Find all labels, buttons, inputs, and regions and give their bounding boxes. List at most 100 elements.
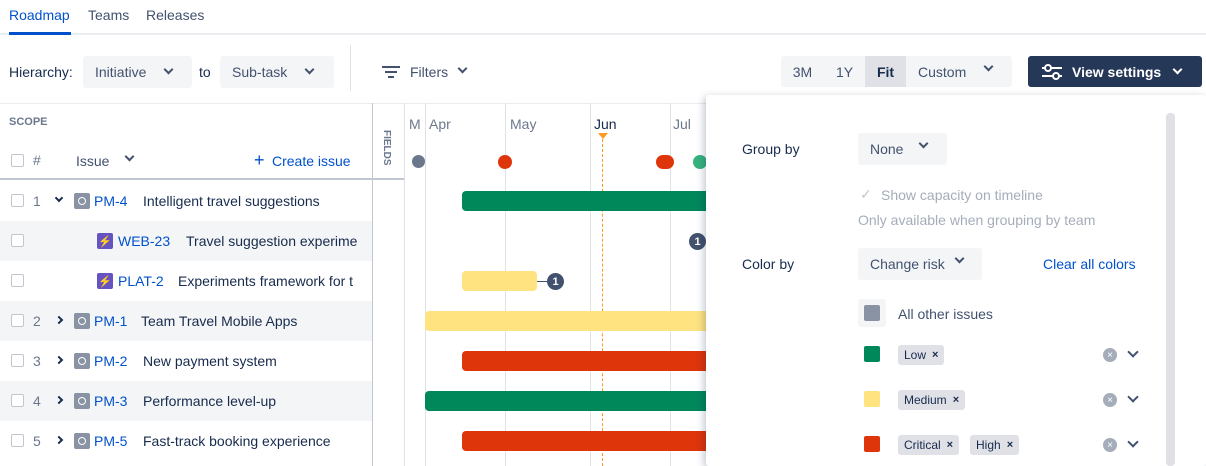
release-upcoming-icon[interactable]	[693, 155, 707, 169]
table-row[interactable]: ⚡ WEB-23 Travel suggestion experime	[0, 221, 372, 261]
clear-rule-icon[interactable]: ×	[1103, 438, 1117, 452]
grid-line	[590, 103, 591, 466]
timeline-bar[interactable]	[425, 311, 725, 331]
range-fit-button[interactable]: Fit	[865, 56, 906, 87]
capacity-note: Only available when grouping by team	[858, 212, 1096, 228]
row-checkbox[interactable]	[11, 274, 24, 287]
row-checkbox[interactable]	[11, 234, 24, 247]
color-by-label: Color by	[742, 256, 795, 272]
issue-key[interactable]: PM-2	[94, 353, 128, 369]
group-by-label: Group by	[742, 141, 800, 157]
expand-chevron-icon[interactable]	[54, 355, 64, 365]
issue-key[interactable]: PM-3	[94, 393, 128, 409]
issue-key[interactable]: PM-4	[94, 193, 128, 209]
tab-teams[interactable]: Teams	[88, 7, 130, 23]
row-checkbox[interactable]	[11, 394, 24, 407]
tag-chip: High ×	[970, 435, 1020, 455]
month-label-today: Jun	[594, 116, 617, 132]
row-checkbox[interactable]	[11, 434, 24, 447]
row-number: 5	[33, 433, 41, 449]
release-overdue-icon[interactable]	[498, 155, 512, 169]
expand-chevron-icon[interactable]	[54, 315, 64, 325]
scope-header-bottom	[0, 178, 404, 180]
range-1y-button[interactable]: 1Y	[824, 56, 865, 87]
timeline-bar[interactable]	[462, 191, 722, 211]
issue-title: Performance level-up	[143, 393, 277, 409]
month-label: Apr	[429, 116, 451, 132]
hierarchy-label: Hierarchy:	[9, 64, 73, 80]
timeline-bar[interactable]	[462, 351, 722, 371]
color-swatch-low[interactable]	[864, 346, 880, 362]
table-row[interactable]: 1 PM-4 Intelligent travel suggestions	[0, 181, 372, 221]
chevron-down-icon	[163, 64, 174, 75]
tab-releases[interactable]: Releases	[146, 7, 205, 23]
select-all-checkbox[interactable]	[11, 154, 24, 167]
other-issues-swatch	[864, 305, 880, 321]
chevron-down-icon	[304, 64, 315, 75]
issue-title: Fast-track booking experience	[143, 433, 331, 449]
expand-chevron-icon[interactable]	[54, 193, 64, 203]
table-row[interactable]: 5 PM-5 Fast-track booking experience	[0, 421, 372, 461]
panel-scrollbar[interactable]	[1166, 113, 1175, 466]
timeline-bar[interactable]	[462, 271, 537, 291]
color-swatch-medium[interactable]	[864, 391, 880, 407]
dependency-badge[interactable]: 1	[689, 233, 706, 250]
timeline-bar[interactable]	[425, 391, 725, 411]
fields-label[interactable]: FIELDS	[381, 130, 392, 166]
range-3m-button[interactable]: 3M	[781, 56, 824, 87]
scope-title: SCOPE	[9, 116, 48, 128]
other-issues-color-button[interactable]	[858, 299, 886, 327]
hash-column-header: #	[33, 152, 41, 168]
issue-column-header[interactable]: Issue	[76, 151, 136, 171]
sliders-icon	[1042, 63, 1062, 80]
create-issue-button[interactable]: + Create issue	[254, 150, 354, 171]
remove-tag-icon[interactable]: ×	[932, 349, 939, 361]
create-issue-label: Create issue	[272, 153, 351, 169]
grid-line	[425, 103, 426, 466]
checkmark-icon[interactable]: ✓	[860, 186, 872, 202]
expand-chevron-icon[interactable]	[54, 435, 64, 445]
release-overdue-icon[interactable]	[656, 155, 674, 169]
chevron-down-icon	[1172, 64, 1183, 75]
table-row[interactable]: 2 PM-1 Team Travel Mobile Apps	[0, 301, 372, 341]
remove-tag-icon[interactable]: ×	[946, 439, 954, 451]
timeline-bar[interactable]	[462, 431, 722, 451]
table-row[interactable]: ⚡ PLAT-2 Experiments framework for t	[0, 261, 372, 301]
view-settings-button[interactable]: View settings	[1028, 56, 1202, 87]
hierarchy-from-select[interactable]: Initiative	[83, 56, 192, 88]
group-by-value: None	[870, 141, 904, 157]
chevron-down-icon	[457, 63, 468, 74]
tab-roadmap[interactable]: Roadmap	[9, 7, 70, 23]
hierarchy-to-select[interactable]: Sub-task	[220, 56, 334, 88]
dependency-badge[interactable]: 1	[547, 273, 564, 290]
issue-key[interactable]: PM-5	[94, 433, 128, 449]
table-row[interactable]: 3 PM-2 New payment system	[0, 341, 372, 381]
clear-all-colors-link[interactable]: Clear all colors	[1043, 256, 1136, 272]
tag-label: Low	[904, 348, 927, 362]
toolbar-divider	[350, 45, 351, 91]
row-checkbox[interactable]	[11, 314, 24, 327]
issue-key[interactable]: PLAT-2	[118, 273, 164, 289]
color-swatch-critical[interactable]	[864, 436, 880, 452]
expand-chevron-icon[interactable]	[54, 395, 64, 405]
row-checkbox[interactable]	[11, 194, 24, 207]
color-by-select[interactable]: Change risk	[858, 248, 982, 280]
group-by-select[interactable]: None	[858, 133, 947, 165]
clear-rule-icon[interactable]: ×	[1103, 393, 1117, 407]
remove-tag-icon[interactable]: ×	[952, 394, 960, 406]
release-done-icon[interactable]	[412, 155, 425, 168]
filters-button[interactable]: Filters	[372, 56, 472, 88]
remove-tag-icon[interactable]: ×	[1006, 439, 1014, 451]
filter-icon	[382, 66, 400, 78]
month-label: Jul	[673, 116, 691, 132]
table-row[interactable]: 4 PM-3 Performance level-up	[0, 381, 372, 421]
issue-key[interactable]: PM-1	[94, 313, 128, 329]
chevron-down-icon	[124, 151, 135, 162]
row-checkbox[interactable]	[11, 354, 24, 367]
active-tab-indicator	[9, 32, 71, 35]
clear-rule-icon[interactable]: ×	[1103, 348, 1117, 362]
story-icon: ⚡	[97, 233, 113, 249]
range-custom-select[interactable]: Custom	[906, 56, 1012, 87]
plus-icon: +	[254, 150, 265, 170]
issue-key[interactable]: WEB-23	[118, 233, 171, 249]
